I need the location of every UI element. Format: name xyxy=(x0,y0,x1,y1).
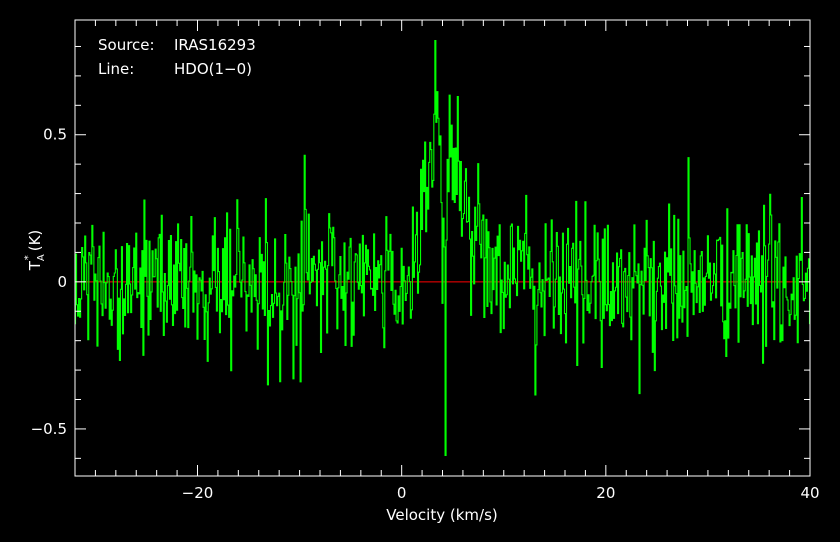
y-axis-label: TA* (K) xyxy=(23,230,47,272)
spectrum-line xyxy=(74,40,811,456)
annotation-source-value: IRAS16293 xyxy=(174,36,256,54)
spectrum-layer xyxy=(74,40,811,456)
y-tick-label: 0 xyxy=(57,273,67,291)
x-axis-label: Velocity (km/s) xyxy=(386,506,497,524)
y-axis-label-main: T xyxy=(26,260,44,271)
y-tick-label: −0.5 xyxy=(31,420,67,438)
plot-frame xyxy=(74,19,811,477)
y-tick-label: 0.5 xyxy=(43,126,67,144)
annotation-line-key: Line: xyxy=(98,60,134,78)
y-axis-label-unit: (K) xyxy=(26,230,44,252)
x-tick-label: 0 xyxy=(397,484,407,502)
svg-text:TA*(K): TA* (K) xyxy=(23,230,47,272)
x-tick-label: 40 xyxy=(800,484,819,502)
ticks-layer: −20 0 20 40 −0.5 0 0.5 xyxy=(31,20,820,502)
annotation-source-key: Source: xyxy=(98,36,155,54)
annotation-line-value: HDO(1−0) xyxy=(174,60,252,78)
y-axis-label-sub: A xyxy=(36,254,47,261)
y-axis-label-sup: * xyxy=(23,255,34,260)
x-tick-label: 20 xyxy=(596,484,615,502)
x-tick-label: −20 xyxy=(182,484,214,502)
